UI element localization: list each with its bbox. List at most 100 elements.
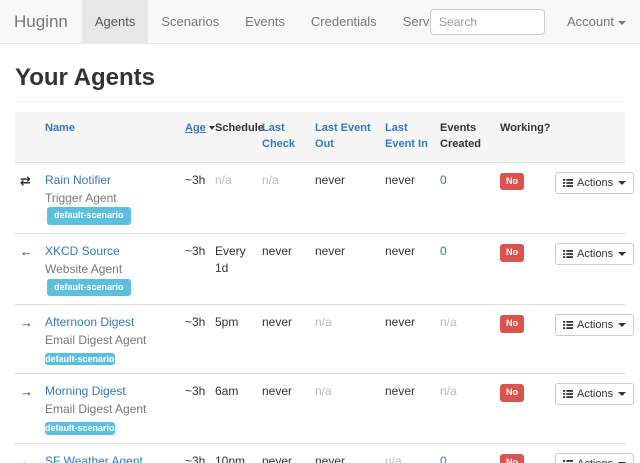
header-age: Age (185, 112, 215, 163)
actions-label: Actions (577, 319, 614, 332)
agent-name-link[interactable]: Afternoon Digest (45, 315, 135, 330)
schedule-cell: 10pm (215, 442, 262, 463)
actions-label: Actions (577, 458, 613, 463)
actions-dropdown-button[interactable]: Actions (555, 314, 635, 337)
agent-type-label: Website Agent (45, 261, 123, 276)
list-icon (563, 321, 573, 330)
table-row: ← SF Weather Agent Weather Agentdefault-… (15, 442, 635, 463)
header-last-event-in-link[interactable]: Last Event In (385, 122, 428, 150)
brand-link[interactable]: Huginn (14, 12, 68, 31)
scenario-badge[interactable]: default-scenario (47, 207, 131, 226)
agent-name-link[interactable]: XKCD Source (45, 244, 120, 259)
actions-label: Actions (577, 176, 614, 189)
last-event-out-cell: never (315, 233, 385, 305)
last-event-out-cell: n/a (315, 373, 385, 444)
actions-dropdown-button[interactable]: Actions (555, 452, 635, 463)
arrow-left-icon: ← (20, 453, 33, 463)
chevron-down-icon (618, 392, 627, 397)
schedule-cell: 6am (215, 373, 262, 444)
chevron-down-icon (618, 180, 627, 185)
chevron-down-icon (618, 323, 627, 328)
list-icon (563, 390, 573, 399)
header-working: Working? (500, 112, 555, 163)
page-title: Your Agents (15, 64, 156, 91)
search-input[interactable] (430, 8, 546, 35)
header-schedule: Schedule (215, 112, 264, 163)
arrow-left-icon: ← (20, 244, 33, 260)
last-check-cell: n/a (262, 172, 279, 187)
list-icon (563, 178, 573, 187)
chevron-down-icon (618, 20, 626, 25)
header-age-link[interactable]: Age (185, 122, 206, 134)
header-name-link[interactable]: Name (45, 122, 75, 134)
last-event-in-cell: never (385, 172, 416, 187)
scenario-badge[interactable]: default-scenario (45, 352, 115, 366)
last-event-in-cell: n/a (385, 442, 440, 463)
agent-type-label: Trigger Agent (45, 190, 117, 205)
navbar: Huginn Agents Scenarios Events Credentia… (0, 0, 640, 44)
last-event-in-cell: never (385, 304, 440, 374)
actions-label: Actions (577, 248, 614, 261)
last-event-in-cell: never (385, 233, 440, 305)
table-row: → Afternoon Digest Email Digest Agent def… (15, 304, 635, 374)
events-created-cell[interactable]: 0 (440, 172, 447, 187)
working-status-badge: No (500, 453, 524, 463)
navbar-right: Account (430, 0, 640, 43)
actions-dropdown-button[interactable]: Actions (555, 383, 635, 406)
main-nav: Agents Scenarios Events Credentials Serv… (81, 0, 466, 43)
nav-item-agents[interactable]: Agents (81, 0, 149, 43)
header-events-created: Events Created (440, 112, 500, 163)
scenario-badge[interactable]: default-scenario (47, 278, 131, 297)
schedule-cell: 5pm (215, 304, 262, 374)
actions-dropdown-button[interactable]: Actions (555, 171, 635, 194)
header-last-check-link[interactable]: Last Check (262, 122, 296, 150)
nav-item-credentials[interactable]: Credentials (310, 14, 377, 29)
last-event-out-cell: n/a (315, 304, 385, 374)
last-check-cell: never (262, 304, 315, 374)
actions-dropdown-button[interactable]: Actions (555, 243, 635, 266)
working-status-badge: No (500, 315, 524, 333)
table-row: ⇄ Rain Notifier Trigger Agent default-sce… (15, 162, 635, 233)
age-cell: ~3h (185, 373, 215, 444)
header-last-event-out: Last Event Out (315, 112, 385, 163)
actions-label: Actions (577, 388, 614, 401)
table-row: → Morning Digest Email Digest Agent defau… (15, 373, 635, 444)
agents-table-body: ⇄ Rain Notifier Trigger Agent default-sce… (15, 162, 635, 463)
account-label: Account (567, 14, 614, 29)
agent-name-link[interactable]: Morning Digest (45, 384, 126, 399)
working-status-badge: No (500, 172, 524, 191)
last-event-out-cell: never (315, 442, 385, 463)
nav-item-events[interactable]: Events (245, 14, 285, 29)
table-header: Name Age Schedule Last Check Last Event … (15, 112, 625, 163)
agent-name-link[interactable]: Rain Notifier (45, 172, 112, 187)
list-icon (563, 250, 573, 259)
header-last-event-out-link[interactable]: Last Event Out (315, 122, 371, 150)
arrow-right-icon: → (20, 384, 33, 400)
events-created-cell[interactable]: 0 (440, 233, 500, 305)
exchange-icon: ⇄ (20, 172, 31, 188)
last-check-cell: never (262, 442, 315, 463)
last-check-cell: never (262, 373, 315, 444)
sort-desc-icon (208, 126, 215, 131)
schedule-cell: n/a (215, 172, 232, 187)
working-status-badge: No (500, 384, 524, 403)
header-last-check: Last Check (262, 112, 315, 163)
header-last-event-in: Last Event In (385, 112, 440, 163)
page-header: Your Agents (0, 44, 640, 92)
age-cell: ~3h (185, 442, 215, 463)
scenario-badge[interactable]: default-scenario (45, 422, 115, 435)
schedule-cell: Every 1d (215, 233, 262, 305)
events-created-cell: n/a (440, 373, 500, 444)
last-event-in-cell: never (385, 373, 440, 444)
last-check-cell: never (262, 233, 315, 305)
working-status-badge: No (500, 244, 524, 262)
nav-item-scenarios[interactable]: Scenarios (161, 14, 220, 29)
agents-table: Name Age Schedule Last Check Last Event … (15, 112, 635, 463)
events-created-cell[interactable]: 0 (440, 442, 500, 463)
header-actions-col (555, 112, 625, 163)
chevron-down-icon (618, 252, 627, 257)
arrow-right-icon: → (20, 315, 33, 331)
agent-name-link[interactable]: SF Weather Agent (45, 453, 143, 463)
account-dropdown[interactable]: Account (567, 14, 626, 29)
age-cell: ~3h (185, 233, 215, 305)
